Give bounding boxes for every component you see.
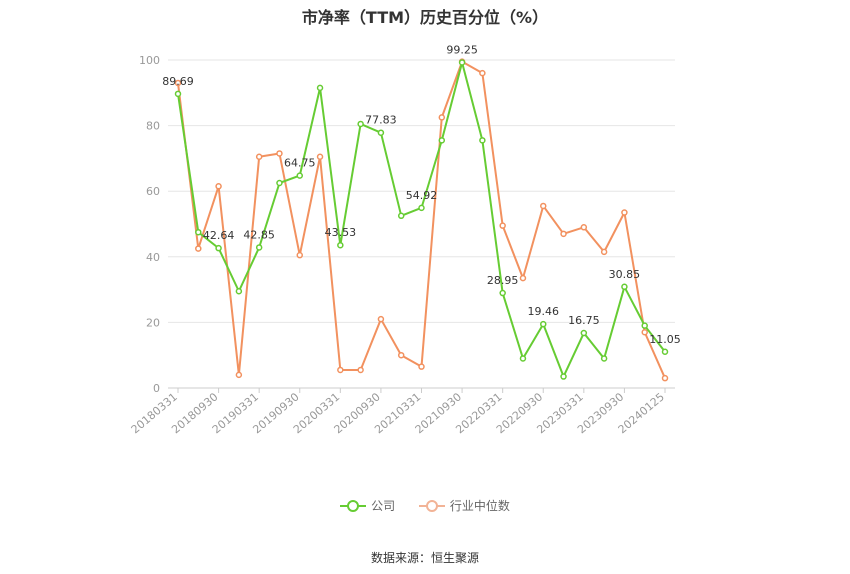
series-line-industry: [177, 60, 666, 379]
data-label-20180930: 42.64: [203, 229, 235, 242]
data-label-20230930: 30.85: [609, 268, 641, 281]
data-point-company-20190930: [296, 172, 303, 179]
data-point-industry-20210630: [438, 114, 446, 121]
data-point-company-20210630: [438, 137, 446, 144]
data-point-industry-20180930: [215, 183, 222, 190]
data-point-company-20181231: [235, 287, 243, 295]
data-point-company-20230630: [600, 355, 608, 362]
grid-lines: [168, 59, 675, 323]
data-point-company-20200630: [357, 120, 364, 128]
data-point-company-20180331: [174, 90, 182, 98]
data-point-company-20230930: [621, 283, 628, 291]
data-point-company-20240125: [661, 348, 669, 356]
y-tick-label-0: 0: [153, 382, 160, 395]
data-point-industry-20181231: [235, 371, 243, 379]
data-label-20220331: 28.95: [487, 274, 519, 287]
data-point-company-20201231: [397, 212, 405, 220]
data-label-20210331: 54.92: [406, 189, 438, 202]
series-layer: [174, 58, 669, 382]
legend-label-company: 公司: [371, 499, 396, 513]
data-point-company-20220930: [540, 320, 547, 328]
data-point-industry-20190331: [255, 153, 263, 161]
y-tick-label-40: 40: [146, 251, 160, 264]
legend-swatch-company: [340, 499, 367, 513]
data-label-20190930: 64.75: [284, 157, 316, 170]
legend: 公司 行业中位数: [0, 497, 850, 516]
data-point-industry-20210331: [418, 363, 425, 370]
data-point-company-20191231: [316, 84, 324, 92]
data-point-industry-20200331: [337, 366, 344, 374]
data-point-industry-20220630: [519, 274, 527, 282]
series-line-company: [177, 61, 666, 378]
data-point-company-20230331: [580, 329, 588, 337]
data-point-industry-20191231: [316, 153, 324, 161]
data-point-company-20200930: [377, 129, 385, 136]
data-point-industry-20180630: [195, 245, 202, 252]
data-point-company-20211231: [479, 137, 486, 144]
axes: 0204060801002018033120180930201903312019…: [129, 54, 675, 436]
data-point-industry-20221231: [560, 230, 567, 238]
data-point-industry-20190630: [276, 150, 283, 157]
data-point-industry-20230930: [621, 209, 628, 216]
data-point-industry-20190930: [296, 251, 303, 259]
data-point-industry-20220331: [499, 222, 506, 229]
data-label-20180331: 89.69: [162, 75, 194, 88]
data-source-note: 数据来源：恒生聚源: [370, 551, 479, 565]
data-point-company-20231231: [641, 322, 648, 329]
data-label-20240125: 11.05: [649, 333, 681, 346]
chart-title: 市净率（TTM）历史百分位（%）: [301, 8, 549, 27]
legend-swatch-industry: [418, 499, 445, 513]
data-point-company-20190331: [255, 244, 263, 251]
data-point-industry-20220930: [540, 202, 547, 210]
y-tick-label-80: 80: [146, 120, 160, 133]
data-point-company-20200331: [337, 241, 344, 249]
data-point-company-20190630: [276, 179, 283, 187]
data-label-20220930: 19.46: [528, 305, 560, 318]
legend-item-company[interactable]: 公司: [340, 497, 395, 514]
data-point-company-20220331: [499, 289, 506, 297]
data-point-industry-20211231: [479, 69, 486, 77]
data-point-industry-20200630: [357, 366, 364, 374]
data-point-industry-20200930: [377, 315, 385, 323]
data-label-20230331: 16.75: [568, 314, 600, 327]
legend-label-industry: 行业中位数: [449, 499, 510, 513]
data-point-industry-20201231: [397, 351, 405, 359]
data-point-industry-20231231: [641, 328, 648, 336]
legend-item-industry[interactable]: 行业中位数: [418, 497, 510, 514]
data-point-company-20221231: [560, 373, 567, 380]
data-point-industry-20180331: [174, 79, 182, 87]
data-point-company-20180630: [195, 228, 202, 236]
data-label-20210930: 99.25: [446, 43, 478, 56]
data-point-industry-20240125: [661, 374, 669, 382]
data-point-company-20220630: [519, 355, 527, 362]
data-labels: 89.69 42.64 42.85 64.75 43.53 77.83 54.92 99.25…: [162, 43, 681, 345]
data-label-20200331: 43.53: [325, 226, 357, 239]
data-point-company-20210331: [418, 204, 425, 212]
data-point-industry-20230630: [600, 248, 608, 256]
data-label-20190331: 42.85: [243, 228, 275, 241]
data-point-company-20180930: [215, 244, 222, 252]
y-tick-label-60: 60: [146, 185, 160, 198]
data-label-20200930: 77.83: [365, 114, 397, 127]
y-tick-label-100: 100: [139, 54, 160, 67]
data-point-company-20210930: [458, 59, 466, 66]
data-point-industry-20230331: [580, 224, 588, 231]
y-tick-label-20: 20: [146, 316, 160, 329]
